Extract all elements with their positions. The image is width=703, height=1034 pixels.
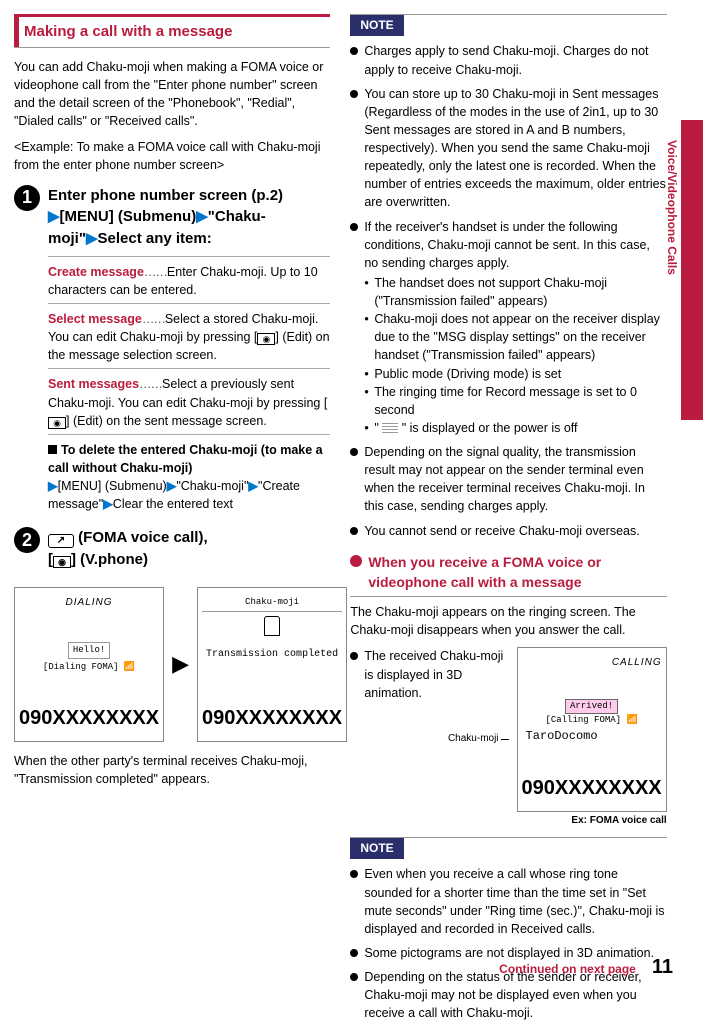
note1-item: Depending on the signal quality, the tra…: [350, 443, 666, 516]
step1-part-a: Enter phone number screen (p.2): [48, 187, 283, 204]
receive-intro: The Chaku-moji appears on the ringing sc…: [350, 603, 666, 639]
camera-key-icon: ◉: [53, 556, 71, 568]
delete-chakumoji-block: To delete the entered Chaku-moji (to mak…: [48, 434, 330, 518]
sent-messages-tail: (Edit) on the sent message screen.: [73, 414, 267, 428]
receive-heading: When you receive a FOMA voice or videoph…: [350, 552, 666, 598]
side-tab: [681, 120, 703, 420]
arrow-icon: ▶: [167, 479, 177, 493]
del-d: Clear the entered text: [113, 497, 233, 511]
dialing-number: 090XXXXXXXX: [19, 704, 159, 733]
del-b: "Chaku-moji": [176, 479, 248, 493]
dialing-msg: Hello!: [68, 642, 110, 659]
step-1-heading: Enter phone number screen (p.2) ▶[MENU] …: [48, 185, 330, 250]
create-message-block: Create message……Enter Chaku-moji. Up to …: [48, 256, 330, 303]
example-caption: Ex: FOMA voice call: [517, 814, 667, 829]
note-1: NOTE Charges apply to send Chaku-moji. C…: [350, 14, 666, 540]
note1-item: If the receiver's handset is under the f…: [350, 218, 666, 438]
right-column: NOTE Charges apply to send Chaku-moji. C…: [350, 14, 666, 1034]
dialing-sub: [Dialing FOMA] 📶: [19, 661, 159, 674]
caller-name: TaroDocomo: [522, 728, 662, 745]
del-a: [MENU] (Submenu): [58, 479, 167, 493]
step-2-number: 2: [14, 527, 40, 553]
arrow-icon: ▶: [103, 497, 113, 511]
antenna-icon: [264, 616, 280, 636]
arrived-box: Arrived!: [565, 699, 618, 714]
create-message-name: Create message: [48, 265, 144, 279]
section-title: Making a call with a message: [14, 14, 330, 48]
sent-messages-name: Sent messages: [48, 377, 139, 391]
footer: Continued on next page 11: [499, 953, 673, 982]
phone-screens-row: DIALING Hello! [Dialing FOMA] 📶 090XXXXX…: [14, 587, 330, 742]
note-label: NOTE: [350, 15, 403, 36]
note1-item: You can store up to 30 Chaku-moji in Sen…: [350, 85, 666, 212]
sub-last-a: ": [374, 421, 382, 435]
page-number: 11: [652, 953, 673, 982]
sent-messages-block: Sent messages……Select a previously sent …: [48, 368, 330, 433]
continued-label: Continued on next page: [499, 961, 636, 978]
calling-number: 090XXXXXXXX: [522, 774, 662, 803]
dots: ……: [139, 377, 162, 391]
arrow-icon: ▶: [48, 208, 60, 225]
delete-heading: To delete the entered Chaku-moji (to mak…: [48, 443, 323, 475]
arrow-icon: ▶: [86, 230, 98, 247]
arrow-icon: ▶: [196, 208, 208, 225]
note1-item-text: If the receiver's handset is under the f…: [364, 220, 650, 270]
dots: ……: [142, 312, 165, 326]
calling-label: CALLING: [522, 656, 662, 671]
receive-bullet: The received Chaku-moji is displayed in …: [350, 647, 508, 701]
big-arrow-icon: ▶: [172, 648, 189, 680]
step-1-number: 1: [14, 185, 40, 211]
arrow-icon: ▶: [48, 479, 58, 493]
note1-item: You cannot send or receive Chaku-moji ov…: [350, 522, 666, 540]
camera-edit-icon: ◉: [48, 417, 66, 429]
phone-dialing-screen: DIALING Hello! [Dialing FOMA] 📶 090XXXXX…: [14, 587, 164, 742]
step-1: 1 Enter phone number screen (p.2) ▶[MENU…: [14, 185, 330, 518]
step-2-heading: ↗ (FOMA voice call), [◉] (V.phone): [48, 527, 330, 571]
dialing-label: DIALING: [19, 596, 159, 611]
note1-item: Charges apply to send Chaku-moji. Charge…: [350, 42, 666, 78]
sub-last-b: " is displayed or the power is off: [398, 421, 577, 435]
call-key-icon: ↗: [48, 534, 74, 548]
transmission-completed-text: When the other party's terminal receives…: [14, 752, 330, 788]
step2-a: (FOMA voice call),: [78, 529, 207, 546]
receive-row: The received Chaku-moji is displayed in …: [350, 647, 666, 829]
camera-edit-icon: ◉: [257, 333, 275, 345]
chaku-head: Chaku-moji: [202, 596, 342, 612]
phone-chakumoji-screen: Chaku-moji Transmission completed 090XXX…: [197, 587, 347, 742]
select-message-name: Select message: [48, 312, 142, 326]
chakumoji-pointer-label: Chaku-moji: [350, 732, 508, 747]
note1-subitem: Public mode (Driving mode) is set: [364, 365, 666, 383]
note1-subitem: Chaku-moji does not appear on the receiv…: [364, 310, 666, 364]
square-bullet-icon: [48, 445, 57, 454]
note2-item: Even when you receive a call whose ring …: [350, 865, 666, 938]
example-text: <Example: To make a FOMA voice call with…: [14, 138, 330, 174]
step2-b: (V.phone): [80, 551, 148, 568]
note1-subitem: The handset does not support Chaku-moji …: [364, 274, 666, 310]
dots: ……: [144, 265, 167, 279]
chaku-msg: Transmission completed: [202, 638, 342, 673]
intro-text: You can add Chaku-moji when making a FOM…: [14, 58, 330, 131]
chaku-number: 090XXXXXXXX: [202, 704, 342, 733]
calling-sub: [Calling FOMA] 📶: [522, 714, 662, 727]
note1-subitem: The ringing time for Record message is s…: [364, 383, 666, 419]
page-columns: Making a call with a message You can add…: [14, 14, 673, 1034]
left-column: Making a call with a message You can add…: [14, 14, 330, 1034]
step-2: 2 ↗ (FOMA voice call), [◉] (V.phone): [14, 527, 330, 577]
arrow-icon: ▶: [248, 479, 258, 493]
phone-calling-screen: CALLING Arrived! [Calling FOMA] 📶 TaroDo…: [517, 647, 667, 812]
note1-subitem: " " is displayed or the power is off: [364, 419, 666, 437]
note-label: NOTE: [350, 838, 403, 859]
select-message-block: Select message……Select a stored Chaku-mo…: [48, 303, 330, 368]
step1-part-d: Select any item:: [98, 230, 212, 247]
step1-part-b: [MENU] (Submenu): [60, 208, 197, 225]
out-of-range-icon: [382, 423, 398, 433]
note-2: NOTE Even when you receive a call whose …: [350, 837, 666, 1022]
